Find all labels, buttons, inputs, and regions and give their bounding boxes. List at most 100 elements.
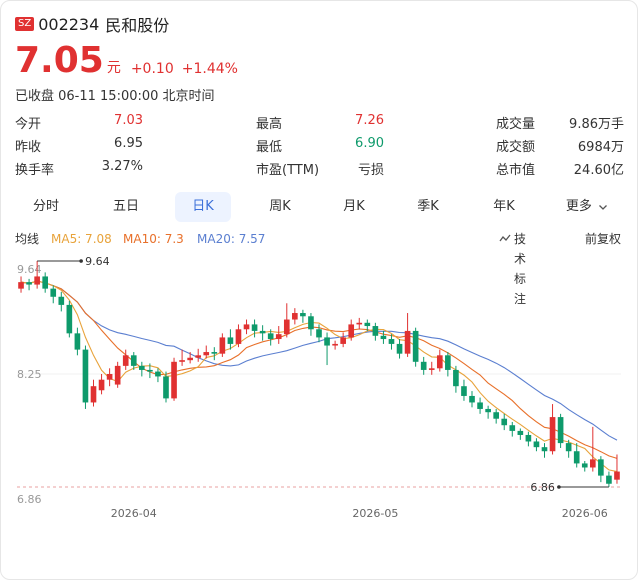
technical-annotation-label: 技术标注 [514,232,527,306]
candle-body [179,360,185,362]
candle-body [517,430,524,435]
tab-more[interactable]: 更多 [557,192,617,222]
stat-label: 最高 [256,117,283,132]
exchange-badge: SZ [15,17,35,31]
candle-body [324,337,330,346]
annotation-icon [499,234,511,242]
candle-body [155,371,161,377]
candle-body [445,355,451,370]
candle-body [66,304,73,334]
tab-more-label: 更多 [565,199,592,214]
chevron-down-icon [599,204,608,210]
candle-body [42,276,49,289]
tab-daily-k[interactable]: 日K [175,192,231,222]
candle-body [573,451,580,464]
ma20-line [20,280,618,441]
candle-body [275,334,282,340]
candle-body [388,339,395,344]
candle-body [187,357,193,361]
price-change: +0.10 [130,61,174,77]
max-price-label: 9.64 [85,255,110,268]
candle-body [195,355,202,358]
y-tick-label: 6.86 [17,493,42,506]
y-tick-label: 9.64 [17,263,42,276]
candle-body [219,337,226,354]
candle-body [171,361,177,399]
candle-body [453,369,459,387]
candle-body [412,330,419,362]
candle-body [26,282,32,285]
candle-body [509,425,516,431]
stat-value: 7.26 [355,113,384,128]
max-marker-dot [79,259,83,263]
candle-body [332,343,338,346]
candle-body [598,459,604,476]
candle-body [340,337,346,344]
tab-monthly-k[interactable]: 月K [343,199,365,214]
candle-body [308,316,314,330]
candle-body [122,355,129,366]
candle-body [557,417,564,444]
candle-body [98,379,105,391]
stat-label: 成交额 [496,140,536,155]
stat-value: 9.86万手 [569,117,624,132]
ma-legend: 均线 MA5: 7.08 MA10: 7.3 MA20: 7.57 技术标注 前… [15,229,627,306]
stat-value: 6.90 [355,136,384,151]
candle-body [283,319,290,335]
tab-intraday[interactable]: 分时 [32,199,59,214]
kline-chart[interactable]: 9.64 8.25 6.86 2026-04 2026-05 2026-06 9.64 6.8… [1,253,637,529]
candle-body [203,352,210,356]
candle-body [50,288,57,297]
candle-body [259,330,266,334]
candle-body [18,282,24,289]
stat-label: 昨收 [15,140,42,155]
stat-value: 24.60亿 [573,163,624,178]
price-row: 7.05 元 +0.10 +1.44% [15,41,238,81]
candle-body [380,335,387,340]
tab-five-day[interactable]: 五日 [112,199,139,214]
ma-label: 均线 [15,232,40,246]
candle-body [227,337,234,344]
candle-body [428,368,435,370]
candle-body [501,418,508,426]
stat-label: 换手率 [15,163,55,178]
candle-body [235,329,242,344]
stock-code: 002234 [38,14,100,34]
stock-header: SZ 002234 民和股份 [15,13,169,35]
candle-body [525,434,532,442]
candle-body [130,355,137,366]
candle-body [243,324,250,330]
candle-body [300,313,306,317]
ma10-line [20,280,618,459]
candle-body [420,361,427,370]
candle-body [147,369,153,372]
technical-annotation-button[interactable]: 技术标注 [499,229,526,306]
candle-body [549,417,556,452]
stat-label: 市盈(TTM) [256,163,320,178]
tab-weekly-k[interactable]: 周K [269,199,291,214]
min-price-label: 6.86 [530,481,555,494]
candle-body [58,296,65,305]
candle-body [139,365,145,370]
tab-quarterly-k[interactable]: 季K [417,199,439,214]
candle-body [493,412,499,419]
candle-body [396,343,403,354]
price-unit: 元 [106,60,121,76]
y-tick-label: 8.25 [17,368,42,381]
stock-name: 民和股份 [105,16,170,35]
candle-body [348,324,355,338]
stats-row: 昨收 6.95 最低 6.90 成交额 6984万 [15,136,627,159]
adjust-price-button[interactable]: 前复权 [585,232,622,246]
candle-body [589,459,596,468]
candle-body [292,313,298,320]
market-status: 已收盘 06-11 15:00:00 北京时间 [15,89,215,104]
candle-body [614,471,620,480]
ma20-value: MA20: 7.57 [197,232,266,246]
candle-body [106,374,113,380]
price-change-pct: +1.44% [181,61,238,77]
candle-body [469,395,475,403]
candle-body [316,329,322,338]
candle-body [404,330,411,354]
candle-body [267,333,274,340]
tab-yearly-k[interactable]: 年K [493,199,515,214]
